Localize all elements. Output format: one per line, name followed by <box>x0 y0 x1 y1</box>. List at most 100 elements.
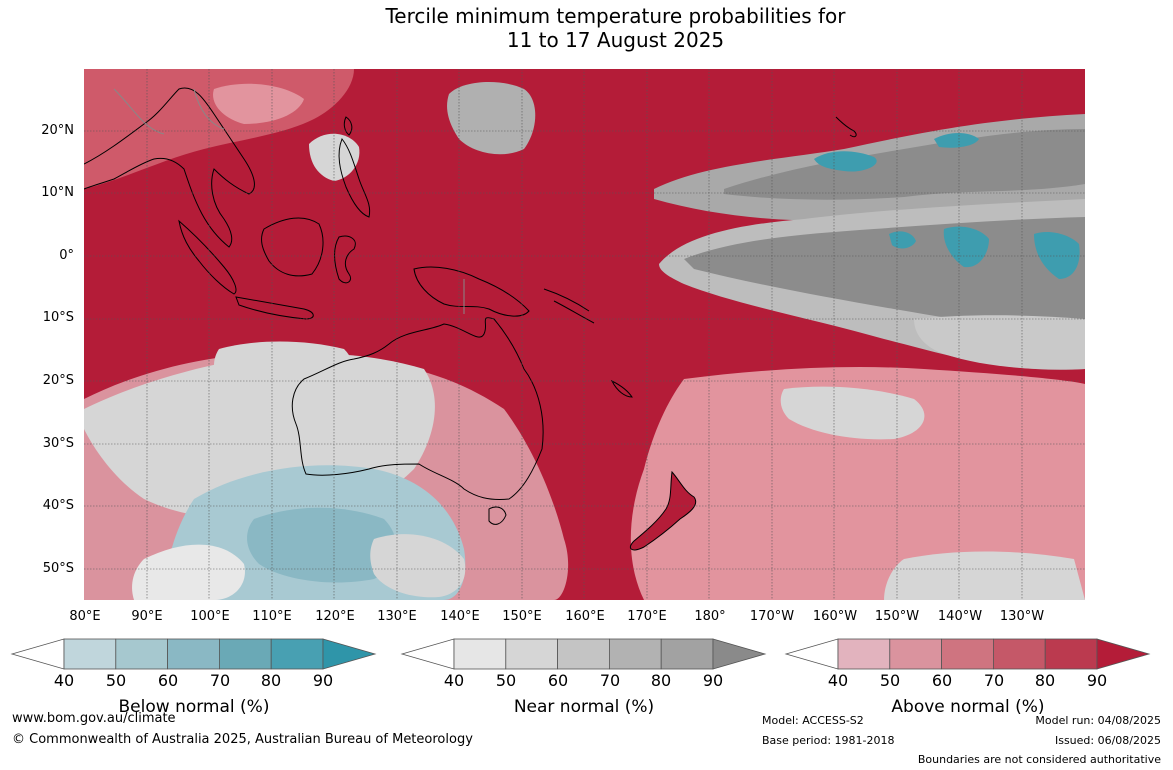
colorbar-segment <box>1044 638 1098 670</box>
footer-issued: Issued: 06/08/2025 <box>1054 734 1161 747</box>
colorbar-above-tick-80: 80 <box>1034 671 1056 690</box>
colorbar-below-tick-70: 70 <box>209 671 231 690</box>
lon-label-140w: 140°W <box>937 609 983 624</box>
lon-label-180: 180° <box>694 609 726 624</box>
colorbar-segment <box>557 638 610 670</box>
below-normal-patch-eq-1 <box>943 226 989 268</box>
below-normal-patch-eq-3 <box>889 231 916 249</box>
colorbar-segment <box>941 638 994 670</box>
near-normal-south-pacific-grey <box>780 386 925 440</box>
java-outline <box>235 296 314 320</box>
footer-model: Model: ACCESS-S2 <box>762 714 864 727</box>
colorbar-near-tick-60: 60 <box>547 671 569 690</box>
sulawesi-outline <box>334 235 356 284</box>
borneo-outline <box>261 217 324 277</box>
colorbar-segment <box>63 638 117 670</box>
colorbar-segment <box>712 638 767 670</box>
footer-copyright: © Commonwealth of Australia 2025, Austra… <box>12 732 473 747</box>
country-borders <box>113 88 465 314</box>
lon-label-170w: 170°W <box>749 609 795 624</box>
colorbar-segment <box>608 638 662 670</box>
colorbar-above-tick-90: 90 <box>1086 671 1108 690</box>
colorbar-segment <box>660 638 714 670</box>
lon-label-170e: 170°E <box>627 609 667 624</box>
graticule <box>84 69 1085 600</box>
lat-label-30s: 30°S <box>42 436 74 451</box>
colorbar-below-tick-80: 80 <box>260 671 282 690</box>
lon-label-150w: 150°W <box>874 609 920 624</box>
lon-label-100e: 100°E <box>190 609 230 624</box>
colorbar-segment <box>322 638 377 670</box>
hawaii-outline <box>835 116 857 138</box>
colorbar-above-tick-50: 50 <box>879 671 901 690</box>
lon-label-120e: 120°E <box>315 609 355 624</box>
colorbar-below-tick-40: 40 <box>53 671 75 690</box>
new-zealand-outline <box>629 470 697 551</box>
colorbar-near-normal <box>400 638 767 670</box>
near-normal-australia-west <box>214 341 355 416</box>
footer-base-period: Base period: 1981-2018 <box>762 734 895 747</box>
colorbar-below-tick-60: 60 <box>157 671 179 690</box>
colorbar-segment <box>505 638 559 670</box>
lon-label-80e: 80°E <box>69 609 101 624</box>
new-caledonia-outline <box>610 379 633 398</box>
colorbar-below-tick-50: 50 <box>105 671 127 690</box>
lat-label-40s: 40°S <box>42 498 74 513</box>
colorbar-segment <box>453 638 507 670</box>
colorbar-segment <box>10 638 65 670</box>
near-normal-south-pacific <box>630 367 1085 600</box>
colorbar-segment <box>992 638 1046 670</box>
lon-label-160w: 160°W <box>812 609 858 624</box>
colorbar-above-tick-60: 60 <box>931 671 953 690</box>
colorbar-near-tick-70: 70 <box>599 671 621 690</box>
colorbar-near-title: Near normal (%) <box>513 697 655 717</box>
colorbar-above-tick-40: 40 <box>827 671 849 690</box>
lat-label-20n: 20°N <box>41 123 74 138</box>
colorbar-near-tick-90: 90 <box>702 671 724 690</box>
title-line-2: 11 to 17 August 2025 <box>506 28 725 52</box>
below-normal-patch-north <box>814 151 877 172</box>
lon-label-140e: 140°E <box>440 609 480 624</box>
taiwan-outline <box>343 116 353 136</box>
colorbar-segment <box>1096 638 1151 670</box>
colorbar-near-tick-50: 50 <box>495 671 517 690</box>
colorbar-above-title: Above normal (%) <box>891 697 1045 717</box>
lat-label-10n: 10°N <box>41 185 74 200</box>
near-normal-patch-northwest <box>447 82 536 155</box>
map-title: Tercile minimum temperature probabilitie… <box>0 4 1173 52</box>
colorbar-segment <box>270 638 324 670</box>
lon-label-130e: 130°E <box>377 609 417 624</box>
lat-label-10s: 10°S <box>42 310 74 325</box>
lat-label-20s: 20°S <box>42 373 74 388</box>
colorbar-above-tick-70: 70 <box>983 671 1005 690</box>
near-normal-band-north-dark <box>724 129 1085 200</box>
colorbar-segment <box>400 638 455 670</box>
philippines-outline <box>338 138 371 218</box>
below-normal-southern-ocean-dark <box>247 507 397 583</box>
below-normal-patch-north-2 <box>934 133 979 148</box>
colorbar-near-tick-80: 80 <box>650 671 672 690</box>
lon-label-110e: 110°E <box>252 609 292 624</box>
near-normal-band-southeast <box>914 315 1085 370</box>
asia-mainland-outline <box>84 87 255 248</box>
colorbar-below-normal <box>10 638 377 670</box>
lon-label-130w: 130°W <box>999 609 1045 624</box>
below-normal-patch-eq-2 <box>1034 232 1080 279</box>
solomon-islands-outline <box>543 288 595 324</box>
footer-model-run: Model run: 04/08/2025 <box>1035 714 1161 727</box>
footer-disclaimer: Boundaries are not considered authoritat… <box>917 753 1161 766</box>
tasmania-outline <box>488 506 507 525</box>
colorbar-segment <box>167 638 220 670</box>
near-normal-tasman <box>370 534 466 598</box>
colorbar-segment <box>784 638 839 670</box>
lon-label-150e: 150°E <box>502 609 542 624</box>
colorbar-near-tick-40: 40 <box>443 671 465 690</box>
near-normal-south-pacific-grey-2 <box>884 551 1085 600</box>
above-normal-asia-light <box>213 83 304 124</box>
new-guinea-outline <box>413 266 530 317</box>
colorbar-segment <box>115 638 169 670</box>
lon-label-90e: 90°E <box>131 609 163 624</box>
colorbar-segment <box>837 638 891 670</box>
lat-label-0: 0° <box>59 248 74 263</box>
footer-website: www.bom.gov.au/climate <box>12 711 176 726</box>
